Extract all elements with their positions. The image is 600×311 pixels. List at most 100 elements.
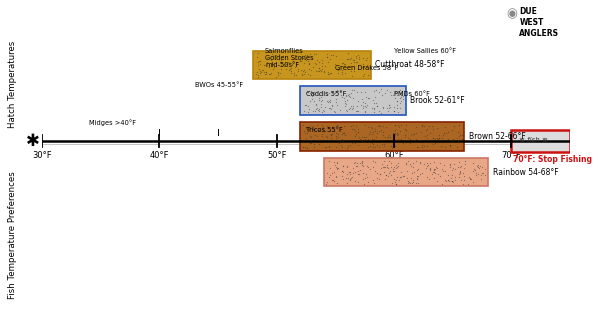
Point <box>356 89 366 94</box>
Point <box>275 60 285 65</box>
Point <box>358 134 367 139</box>
Point <box>293 59 302 64</box>
Point <box>329 160 339 165</box>
Point <box>343 165 352 169</box>
Point <box>476 173 486 178</box>
Point <box>303 109 313 114</box>
Point <box>438 132 448 137</box>
Point <box>419 123 428 128</box>
Point <box>264 64 274 69</box>
Point <box>396 174 406 179</box>
Point <box>305 66 314 71</box>
Point <box>395 128 405 133</box>
Point <box>316 98 326 103</box>
Point <box>333 134 343 139</box>
Point <box>460 162 469 167</box>
Point <box>328 177 337 182</box>
Point <box>379 159 388 164</box>
Point <box>400 134 409 139</box>
Point <box>290 65 300 70</box>
Point <box>466 176 476 181</box>
Point <box>354 55 364 60</box>
Point <box>268 53 278 58</box>
Point <box>392 90 401 95</box>
Point <box>390 128 400 132</box>
Point <box>471 172 481 177</box>
Point <box>430 170 440 175</box>
Point <box>323 54 332 59</box>
Point <box>334 67 344 72</box>
Point <box>325 128 335 133</box>
Point <box>476 177 486 182</box>
Point <box>425 176 434 181</box>
Point <box>310 133 320 138</box>
Point <box>326 136 336 141</box>
Point <box>475 163 485 168</box>
Point <box>273 72 283 77</box>
Point <box>391 132 400 137</box>
Point <box>408 160 418 165</box>
Point <box>368 137 377 142</box>
Point <box>347 87 357 92</box>
Point <box>354 56 364 61</box>
Point <box>353 168 363 173</box>
Point <box>407 132 416 137</box>
Point <box>257 67 267 72</box>
Point <box>439 168 448 173</box>
Point <box>328 53 338 58</box>
Point <box>389 168 399 173</box>
Point <box>470 166 479 171</box>
Point <box>337 93 346 98</box>
Point <box>373 176 382 181</box>
Point <box>314 128 323 133</box>
Point <box>418 145 427 150</box>
Point <box>256 70 266 75</box>
Point <box>322 54 331 59</box>
Point <box>389 177 398 182</box>
Point <box>400 140 409 145</box>
Point <box>303 90 313 95</box>
Point <box>341 139 350 144</box>
Point <box>353 127 362 132</box>
Point <box>385 90 394 95</box>
Point <box>412 137 421 142</box>
Point <box>351 124 361 129</box>
Point <box>452 136 462 141</box>
Point <box>255 58 265 63</box>
Point <box>425 167 435 172</box>
Point <box>371 101 381 106</box>
Point <box>400 173 409 178</box>
Point <box>429 167 439 172</box>
Point <box>445 137 455 142</box>
Point <box>322 123 332 128</box>
Point <box>452 144 462 149</box>
Point <box>312 134 322 139</box>
Point <box>354 135 364 140</box>
Point <box>441 178 451 183</box>
Point <box>383 134 392 139</box>
Point <box>361 175 370 180</box>
Point <box>266 58 275 63</box>
Point <box>331 130 341 135</box>
Text: 40°F: 40°F <box>149 151 169 160</box>
Point <box>346 56 356 61</box>
Point <box>388 92 397 97</box>
Point <box>349 106 358 111</box>
Point <box>425 131 435 136</box>
Point <box>332 88 342 93</box>
Point <box>369 107 379 112</box>
Point <box>433 171 442 176</box>
Point <box>324 106 334 111</box>
Point <box>329 109 339 114</box>
Point <box>293 68 302 73</box>
Point <box>368 158 378 163</box>
Point <box>310 108 320 113</box>
Point <box>359 65 369 70</box>
Point <box>356 103 365 108</box>
Point <box>450 178 460 183</box>
Text: 70°F: 70°F <box>502 151 521 160</box>
Text: Midges >40°F: Midges >40°F <box>89 120 136 127</box>
Point <box>349 127 359 132</box>
Point <box>332 100 341 105</box>
Text: Rainbow 54-68°F: Rainbow 54-68°F <box>493 168 558 177</box>
